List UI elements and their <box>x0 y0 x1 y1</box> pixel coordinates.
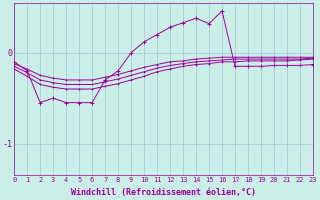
X-axis label: Windchill (Refroidissement éolien,°C): Windchill (Refroidissement éolien,°C) <box>71 188 256 197</box>
